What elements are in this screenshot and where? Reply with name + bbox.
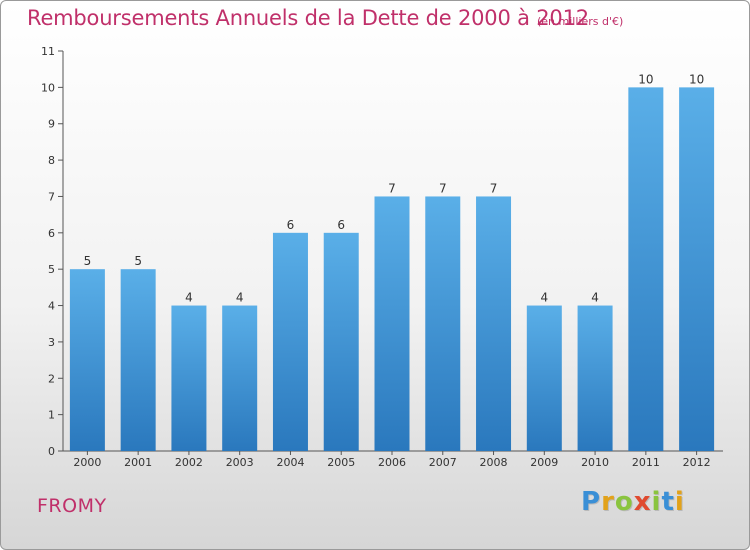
bar: [120, 269, 156, 451]
y-tick-label: 7: [48, 190, 55, 203]
logo-letter: x: [633, 487, 652, 517]
bar-value-label: 4: [591, 291, 599, 305]
bar-value-label: 5: [84, 254, 92, 268]
bar: [222, 305, 258, 451]
bar-value-label: 5: [134, 254, 142, 268]
x-tick-label: 2008: [480, 456, 508, 469]
bar: [272, 232, 308, 451]
bar: [679, 87, 715, 451]
bar-value-label: 6: [287, 218, 295, 232]
bar-value-label: 4: [540, 291, 548, 305]
logo-letter: i: [651, 487, 662, 517]
x-tick-label: 2004: [276, 456, 304, 469]
bar-value-label: 7: [388, 181, 396, 195]
x-tick-label: 2005: [327, 456, 355, 469]
chart-title: Remboursements Annuels de la Dette de 20…: [27, 6, 589, 30]
y-tick-label: 5: [48, 263, 55, 276]
bar-value-label: 7: [439, 181, 447, 195]
logo-letter: o: [614, 487, 634, 517]
bar: [323, 232, 359, 451]
x-tick-label: 2009: [530, 456, 558, 469]
bar: [374, 196, 410, 451]
bar: [171, 305, 207, 451]
x-tick-label: 2003: [226, 456, 254, 469]
logo-letter: i: [674, 487, 685, 517]
logo-letter: P: [581, 487, 602, 517]
bar-value-label: 4: [185, 291, 193, 305]
bar-value-label: 6: [337, 218, 345, 232]
y-tick-label: 6: [48, 227, 55, 240]
y-tick-label: 8: [48, 154, 55, 167]
logo-letter: t: [661, 487, 675, 517]
x-tick-label: 2011: [632, 456, 660, 469]
bar: [476, 196, 512, 451]
town-name: FROMY: [37, 495, 107, 517]
bar-value-label: 10: [638, 72, 653, 86]
bar-value-label: 4: [236, 291, 244, 305]
bar: [628, 87, 664, 451]
x-tick-label: 2002: [175, 456, 203, 469]
bar-value-label: 7: [490, 181, 498, 195]
x-tick-label: 2012: [683, 456, 711, 469]
y-tick-label: 10: [41, 81, 55, 94]
y-tick-label: 1: [48, 409, 55, 422]
bar: [526, 305, 562, 451]
y-tick-label: 4: [48, 300, 55, 313]
x-tick-label: 2000: [73, 456, 101, 469]
y-tick-label: 9: [48, 118, 55, 131]
y-tick-label: 3: [48, 336, 55, 349]
proxiti-logo: Proxiti: [581, 487, 685, 517]
x-tick-label: 2006: [378, 456, 406, 469]
x-tick-label: 2010: [581, 456, 609, 469]
logo-letter: r: [601, 487, 615, 517]
bar: [69, 269, 105, 451]
chart-unit: (en milliers d'€): [537, 15, 624, 28]
x-tick-label: 2001: [124, 456, 152, 469]
bar-value-label: 10: [689, 72, 704, 86]
y-tick-label: 11: [41, 45, 55, 58]
y-tick-label: 0: [48, 445, 55, 458]
bar: [425, 196, 461, 451]
y-tick-label: 2: [48, 372, 55, 385]
x-tick-label: 2007: [429, 456, 457, 469]
bar: [577, 305, 613, 451]
